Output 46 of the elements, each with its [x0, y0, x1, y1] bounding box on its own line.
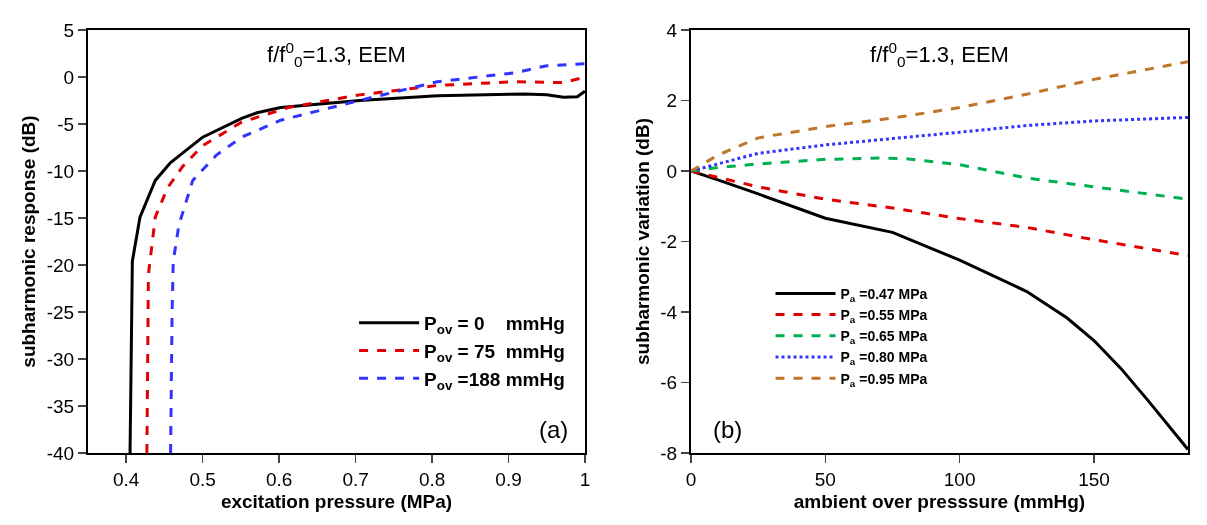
- legend-label: P$_{ov}$ =188 mmHg: [424, 368, 565, 393]
- x-tick-label: 50: [814, 468, 836, 490]
- y-tick-label: -6: [660, 372, 678, 394]
- y-tick-label: -30: [46, 348, 75, 370]
- annotation: (b): [713, 416, 743, 443]
- text: f/f$^{0}$$_{0}$=1.3, EEM: [870, 39, 1009, 70]
- y-tick-label: -5: [57, 113, 75, 135]
- legend-label: P$_{ov}$ = 0 mmHg: [424, 313, 565, 338]
- x-tick-label: 0.4: [113, 468, 140, 490]
- x-tick-label: 150: [1078, 468, 1110, 490]
- y-tick-label: 2: [666, 90, 678, 112]
- y-tick-label: 0: [666, 160, 678, 182]
- legend-label: P$_{a}$ =0.55 MPa: [840, 307, 928, 325]
- y-tick-label: -35: [46, 395, 75, 417]
- legend-label: P$_{a}$ =0.47 MPa: [840, 285, 928, 304]
- x-tick-label: 0.5: [189, 468, 216, 490]
- y-tick-label: -8: [660, 442, 678, 464]
- line-series: [691, 115, 1188, 173]
- annotation: (a): [539, 416, 569, 443]
- text: f/f$^{0}$$_{0}$=1.3, EEM: [267, 39, 406, 70]
- x-tick-label: 0.6: [265, 468, 293, 490]
- x-axis-title: ambient over presssure (mmHg): [793, 491, 1086, 513]
- x-tick-label: 0.9: [495, 468, 522, 490]
- x-tick-label: 0.8: [418, 468, 446, 490]
- legend-label: P$_{a}$ =0.65 MPa: [840, 328, 928, 347]
- y-tick-label: -20: [46, 254, 75, 276]
- legend-label: P$_{ov}$ = 75 mmHg: [424, 340, 565, 365]
- x-axis-title: excitation pressure (MPa): [220, 491, 453, 513]
- y-tick-label: -15: [46, 207, 75, 229]
- legend-label: P$_{a}$ =0.95 MPa: [840, 370, 928, 389]
- y-axis-title: subharmonic variation (dB): [631, 117, 653, 366]
- y-tick-label: -10: [46, 160, 75, 182]
- line-series: [691, 169, 1188, 258]
- y-tick-label: -40: [46, 442, 75, 464]
- y-tick-label: 4: [666, 19, 678, 41]
- legend-label: P$_{a}$ =0.80 MPa: [840, 349, 928, 368]
- y-tick-label: -25: [46, 301, 75, 323]
- x-tick-label: 0.7: [342, 468, 369, 490]
- y-tick-label: 5: [63, 19, 75, 41]
- y-tick-label: -2: [660, 231, 678, 253]
- x-tick-label: 100: [943, 468, 976, 490]
- x-tick-label: 1: [579, 468, 591, 490]
- y-tick-label: 0: [63, 66, 75, 88]
- y-axis-title: subharmonic response (dB): [18, 115, 40, 368]
- y-tick-label: -4: [660, 301, 678, 323]
- x-tick-label: 0: [685, 468, 697, 490]
